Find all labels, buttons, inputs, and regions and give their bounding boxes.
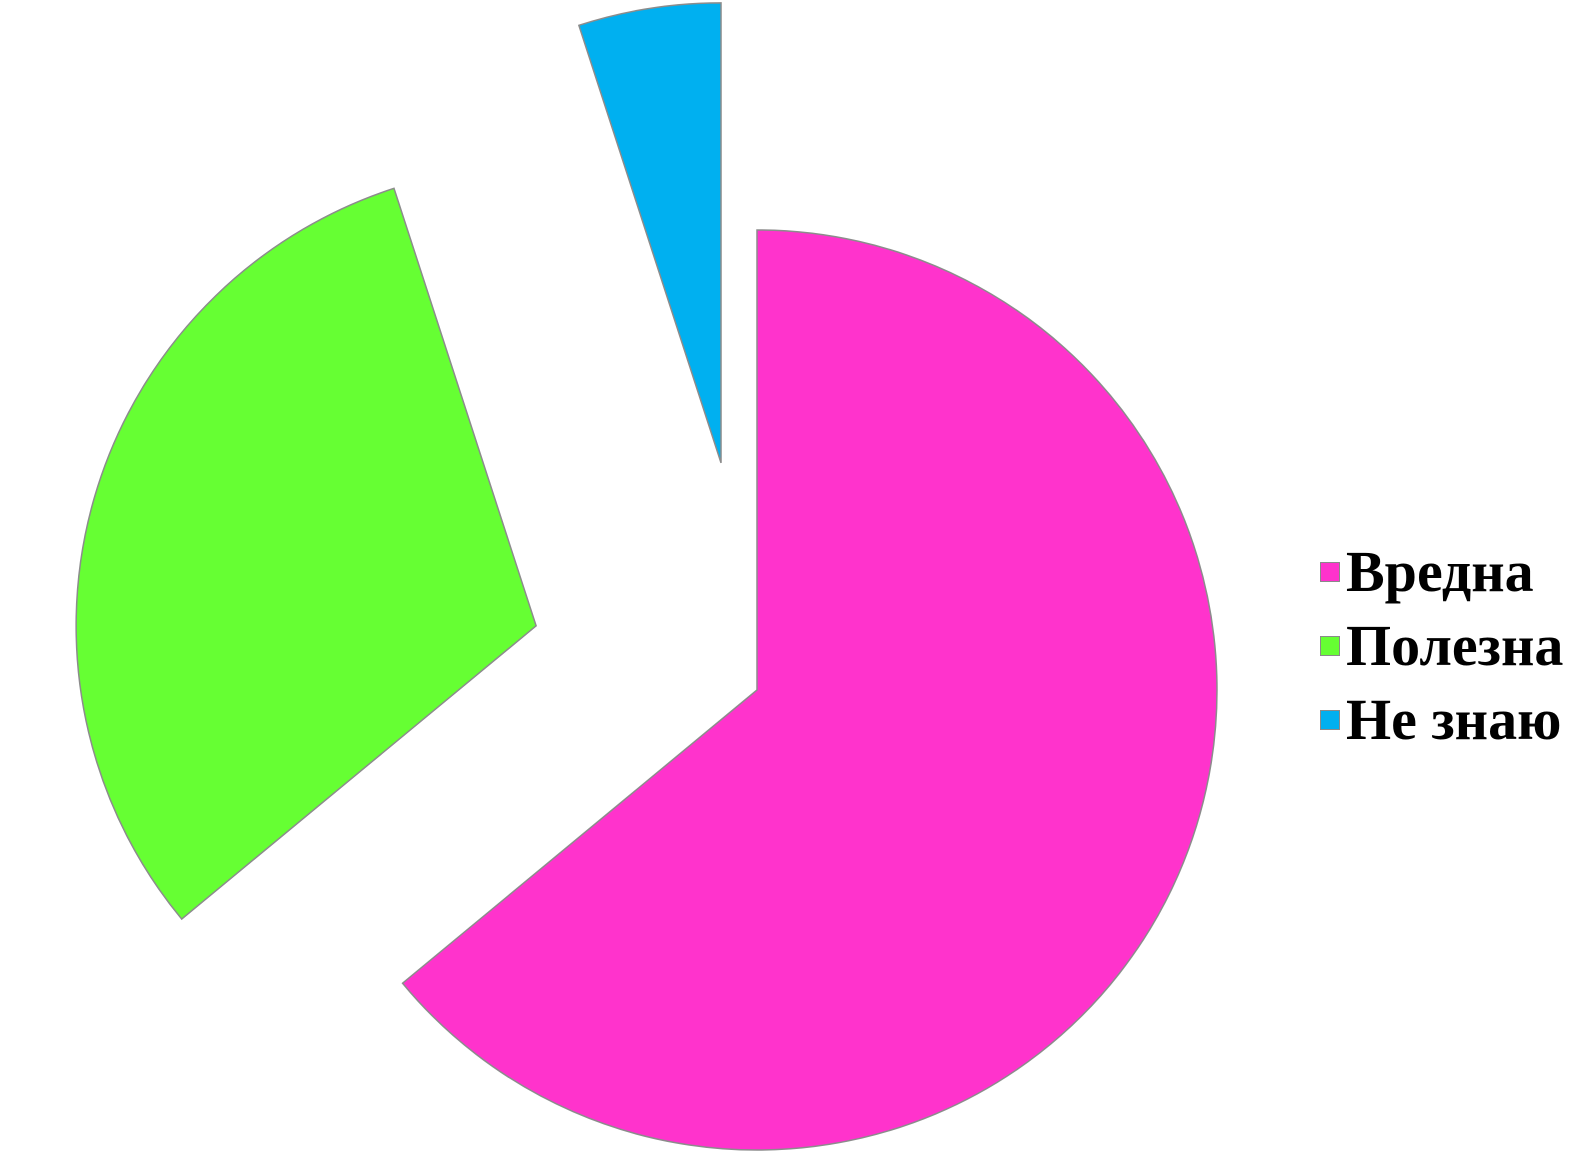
legend-item-polezna: Полезна [1320, 609, 1563, 683]
pie-slice-ne-znayu [577, 2, 722, 464]
legend-swatch-vredna [1320, 562, 1340, 582]
legend-label-vredna: Вредна [1346, 539, 1534, 604]
legend-label-polezna: Полезна [1346, 613, 1564, 678]
pie-slice-polezna [75, 187, 538, 921]
legend-item-ne-znayu: Не знаю [1320, 683, 1563, 757]
legend-item-vredna: Вредна [1320, 535, 1563, 609]
chart-legend: Вредна Полезна Не знаю [1320, 535, 1563, 757]
legend-swatch-ne-znayu [1320, 710, 1340, 730]
legend-swatch-polezna [1320, 636, 1340, 656]
pie-slice-vredna [401, 229, 1218, 1151]
legend-label-ne-znayu: Не знаю [1346, 687, 1562, 752]
